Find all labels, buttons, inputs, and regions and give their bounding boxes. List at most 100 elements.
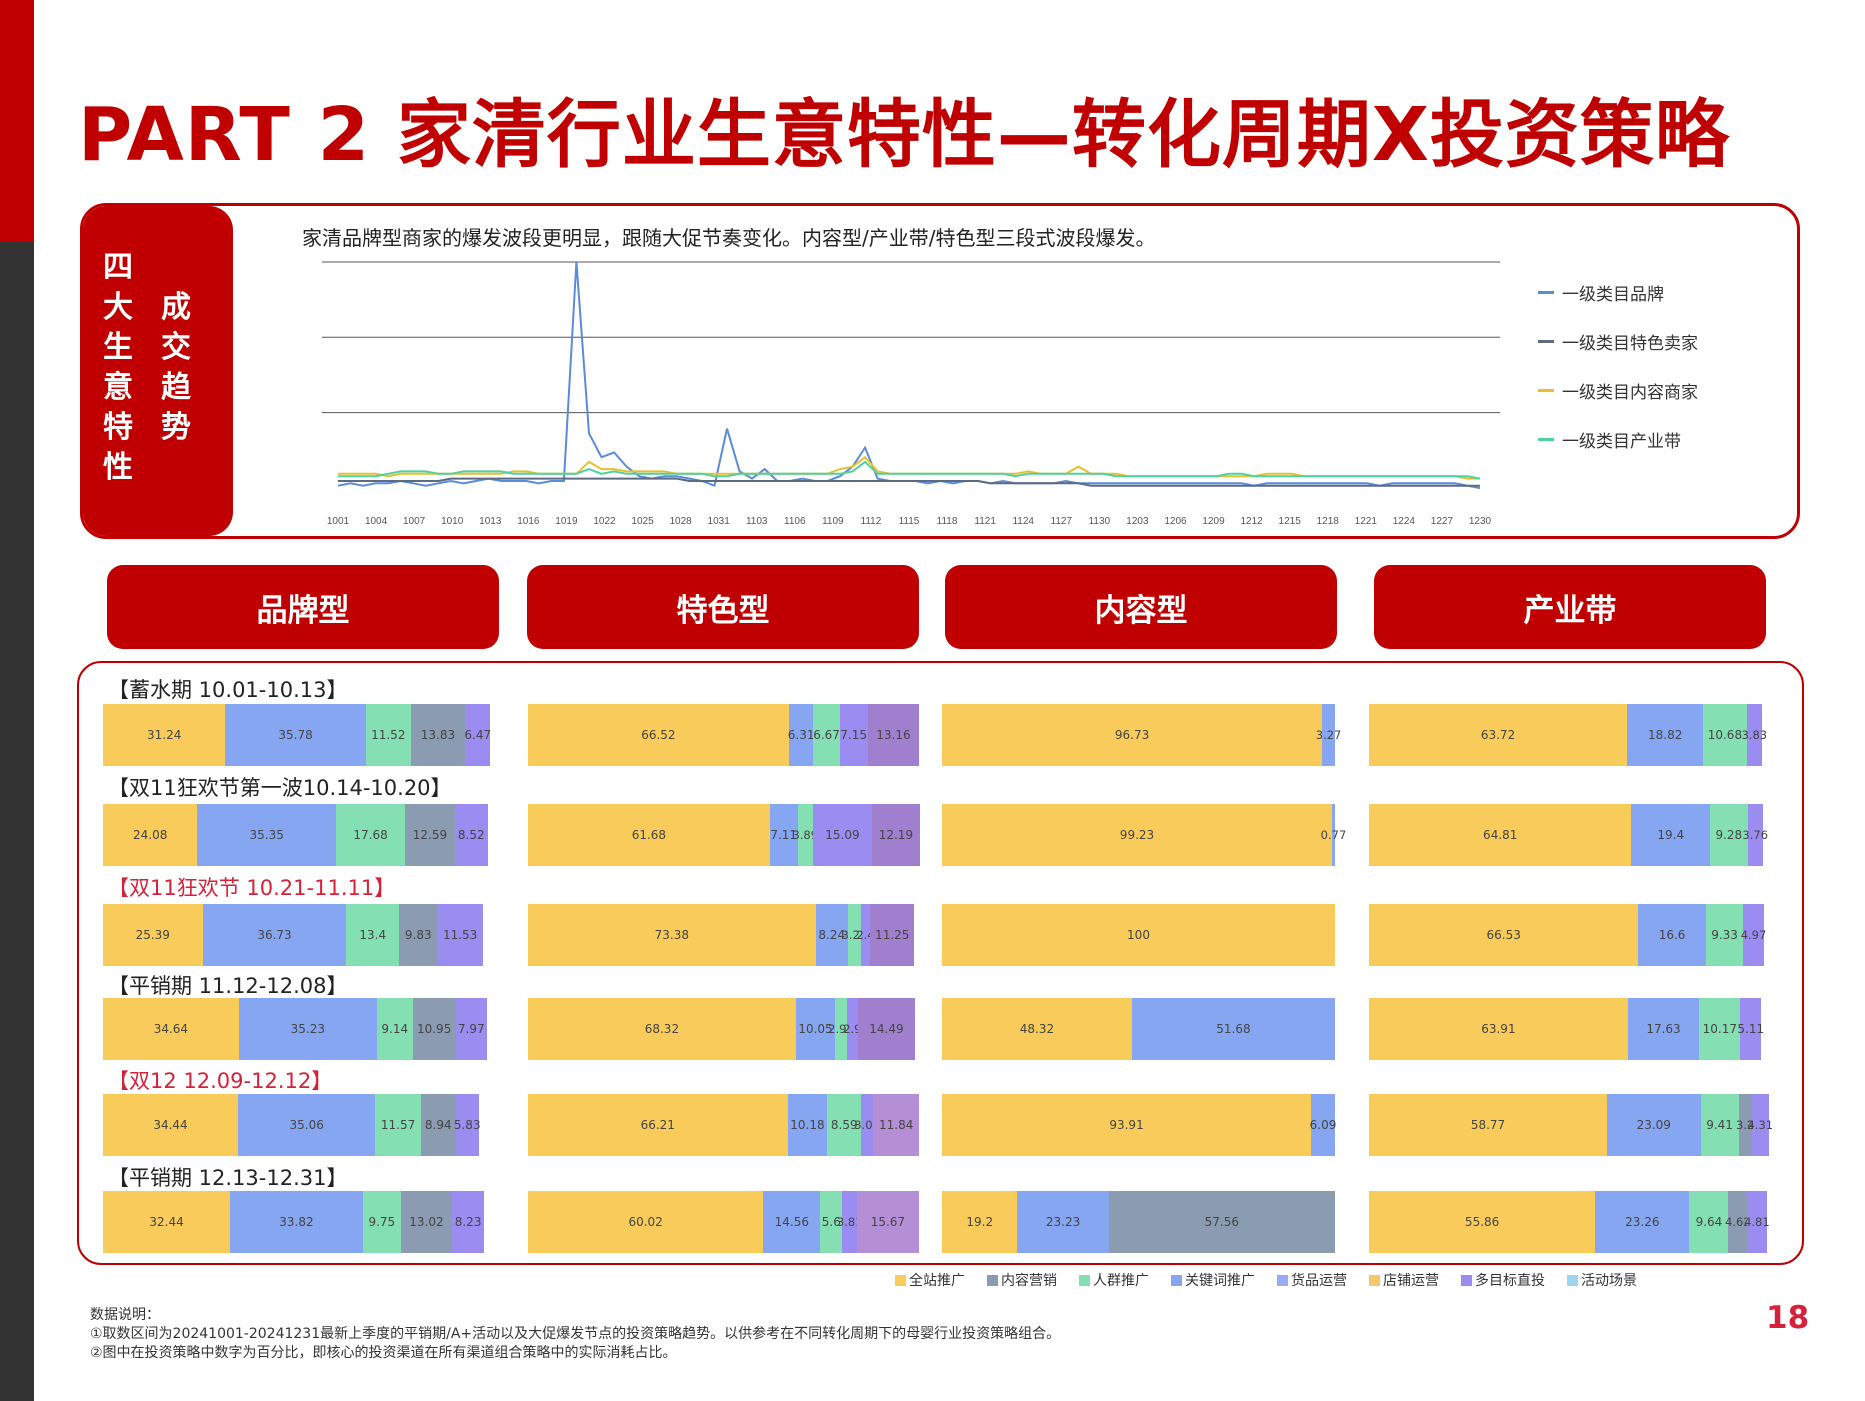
segment-value-label: 19.2 (966, 1215, 994, 1229)
side-tab-text-1: 四大生意特性 (103, 250, 133, 485)
segment-value-label: 34.64 (153, 1022, 189, 1036)
bar-segment: 7.97 (455, 998, 487, 1060)
bar-segment: 4.62 (1725, 1191, 1751, 1253)
segment-value-label: 11.25 (875, 928, 910, 942)
x-tick-label: 1022 (593, 516, 616, 527)
x-tick-label: 1028 (669, 516, 692, 527)
segment-legend-item-3: 关键词推广 (1171, 1270, 1255, 1290)
segment-value-label: 14.49 (869, 1022, 904, 1036)
bar-segment: 35.35 (197, 804, 336, 866)
bar-segment: 13.16 (867, 704, 920, 766)
bar-segment: 8.24 (815, 904, 848, 966)
legend-swatch (1538, 339, 1554, 343)
bar-segment: 9.14 (376, 998, 413, 1060)
segment-value-label: 99.23 (1119, 828, 1155, 842)
x-tick-label: 1130 (1089, 516, 1111, 527)
segment-value-label: 35.06 (289, 1118, 324, 1132)
segment-value-label: 23.26 (1625, 1215, 1660, 1229)
bar-segment: 35.78 (225, 704, 366, 766)
segment-value-label: 33.82 (279, 1215, 314, 1229)
trend-caption: 家清品牌型商家的爆发波段更明显，跟随大促节奏变化。内容型/产业带/特色型三段式波… (302, 226, 1156, 250)
bar-segment: 64.81 (1369, 804, 1632, 866)
segment-value-label: 17.63 (1646, 1022, 1681, 1036)
segment-legend-swatch (1461, 1274, 1472, 1286)
segment-value-label: 3.76 (1742, 828, 1769, 842)
segment-value-label: 3.28 (841, 928, 868, 942)
segment-value-label: 16.6 (1658, 928, 1686, 942)
bar-segment: 10.95 (412, 998, 456, 1060)
segment-value-label: 9.14 (381, 1022, 409, 1036)
sidebar-accent-red (0, 0, 34, 242)
stacked-bar: 66.52 6.31 6.67 7.15 13.16 (528, 704, 920, 766)
bar-segment: 12.19 (872, 804, 920, 866)
segment-value-label: 6.47 (464, 728, 492, 742)
bar-segment: 12.59 (405, 804, 455, 866)
bar-segment: 58.77 (1369, 1094, 1608, 1156)
bar-segment: 57.56 (1108, 1191, 1335, 1253)
x-tick-label: 1118 (937, 516, 958, 527)
x-tick-label: 1031 (708, 516, 731, 527)
segment-legend-item-6: 多目标直投 (1461, 1270, 1545, 1290)
segment-legend-item-0: 全站推广 (895, 1270, 965, 1290)
bar-segment: 13.4 (346, 904, 399, 966)
bar-segment: 10.18 (787, 1094, 828, 1156)
x-tick-label: 1212 (1240, 516, 1263, 527)
stacked-bar: 73.38 8.24 3.28 2.4 11.25 (528, 904, 920, 966)
bar-segment: 66.21 (528, 1094, 788, 1156)
bar-segment: 11.52 (365, 704, 411, 766)
segment-value-label: 7.15 (840, 728, 867, 742)
segment-value-label: 23.23 (1045, 1215, 1081, 1229)
segment-legend-item-7: 活动场景 (1567, 1270, 1637, 1290)
stacked-bar: 64.81 19.4 9.28 3.76 (1369, 804, 1774, 866)
bar-segment: 13.83 (410, 704, 466, 766)
bar-segment: 32.44 (103, 1191, 231, 1253)
segment-value-label: 5.6 (821, 1215, 841, 1229)
bar-segment: 7.15 (839, 704, 868, 766)
legend-label: 一级类目内容商家 (1562, 382, 1698, 403)
legend-swatch (1538, 290, 1554, 294)
x-tick-label: 1227 (1431, 516, 1454, 527)
bar-segment: 17.63 (1627, 998, 1700, 1060)
segment-value-label: 3.89 (792, 828, 819, 842)
segment-value-label: 9.28 (1715, 828, 1743, 842)
segment-value-label: 7.97 (457, 1022, 485, 1036)
stacked-bar: 31.24 35.78 11.52 13.83 6.47 (103, 704, 495, 766)
period-label-5: 【平销期 12.13-12.31】 (108, 1166, 348, 1190)
bar-segment: 15.09 (812, 804, 873, 866)
stacked-bar: 58.77 23.09 9.41 3.2 4.31 (1369, 1094, 1774, 1156)
segment-legend-label: 活动场景 (1581, 1273, 1637, 1289)
notes-line-2: ②图中在投资策略中数字为百分比，即核心的投资渠道在所有渠道组合策略中的实际消耗占… (90, 1345, 677, 1361)
legend-item-1: 一级类目特色卖家 (1538, 329, 1698, 354)
segment-value-label: 60.02 (628, 1215, 663, 1229)
bar-segment: 11.25 (870, 904, 915, 966)
period-label-4: 【双12 12.09-12.12】 (108, 1069, 333, 1093)
trend-legend: 一级类目品牌 一级类目特色卖家 一级类目内容商家 一级类目产业带 (1538, 280, 1698, 476)
segment-legend: 全站推广 内容营销 人群推广 关键词推广 货品运营 店铺运营 多目标直投 活动场景 (895, 1270, 1659, 1290)
bar-segment: 8.23 (451, 1191, 485, 1253)
bar-segment: 2.9 (843, 998, 862, 1060)
bar-segment: 10.68 (1703, 704, 1747, 766)
stacked-bar: 34.44 35.06 11.57 8.94 5.83 (103, 1094, 495, 1156)
segment-value-label: 9.64 (1695, 1215, 1723, 1229)
stacked-bar: 68.32 10.05 2.93 2.9 14.49 (528, 998, 920, 1060)
segment-value-label: 3.2 (1735, 1118, 1755, 1132)
x-tick-label: 1121 (974, 516, 996, 527)
segment-legend-swatch (987, 1274, 998, 1286)
segment-value-label: 6.09 (1309, 1118, 1337, 1132)
segment-value-label: 73.38 (654, 928, 689, 942)
segment-legend-swatch (1171, 1274, 1182, 1286)
segment-value-label: 31.24 (147, 728, 182, 742)
notes-heading: 数据说明： (90, 1307, 160, 1323)
stacked-bar: 63.91 17.63 10.17 5.11 (1369, 998, 1774, 1060)
bar-segment: 23.26 (1595, 1191, 1690, 1253)
side-tab: 四大生意特性 成交趋势 (83, 206, 233, 536)
bar-segment: 66.52 (528, 704, 789, 766)
segment-legend-item-1: 内容营销 (987, 1270, 1057, 1290)
stacked-bar: 66.21 10.18 8.59 3.04 11.84 (528, 1094, 920, 1156)
segment-legend-label: 货品运营 (1291, 1273, 1347, 1289)
bar-segment: 61.68 (528, 804, 770, 866)
bar-segment: 3.83 (1741, 704, 1767, 766)
bar-segment: 2.4 (856, 904, 875, 966)
data-notes: 数据说明： ①取数区间为20241001-20241231最新上季度的平销期/A… (90, 1306, 1060, 1363)
segment-value-label: 13.83 (420, 728, 456, 742)
